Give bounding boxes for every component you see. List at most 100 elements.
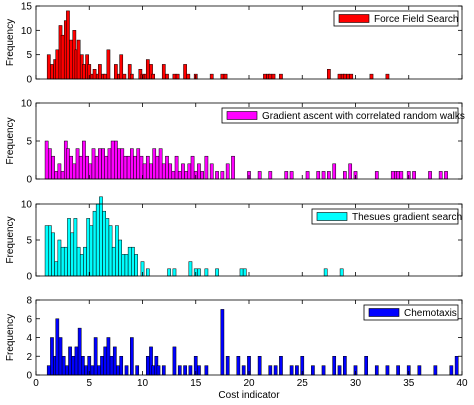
bar (183, 64, 187, 80)
y-axis-label: Frequency (5, 19, 16, 66)
bar (89, 225, 94, 277)
legend-swatch (338, 14, 370, 23)
x-tick-label: 5 (86, 378, 92, 389)
bar (127, 246, 132, 277)
legend-box (221, 107, 459, 124)
bar (119, 54, 124, 80)
bar (46, 54, 51, 80)
y-axis-label: Frequency (5, 314, 16, 361)
bar (197, 365, 201, 376)
bar (149, 163, 153, 180)
bar (46, 365, 51, 376)
bar (66, 10, 70, 80)
bar (105, 218, 110, 277)
bar (110, 140, 115, 180)
bar (109, 356, 114, 376)
bar (396, 365, 400, 376)
bar (106, 337, 111, 376)
bar (346, 73, 350, 80)
y-tick-label: 2 (26, 352, 32, 363)
x-tick-label: 15 (190, 378, 202, 389)
bar (134, 254, 138, 277)
bar (241, 365, 246, 376)
bar (168, 163, 173, 180)
bar (385, 365, 390, 376)
bar (65, 365, 69, 376)
bar (74, 346, 79, 376)
bar (220, 73, 225, 80)
bar (204, 268, 209, 277)
bar (48, 148, 52, 180)
bar (316, 171, 321, 180)
bar (327, 171, 331, 180)
bar (86, 218, 91, 277)
bar (131, 246, 135, 277)
bar (321, 365, 326, 376)
bar (332, 356, 337, 376)
bar (161, 365, 166, 376)
bar (279, 73, 283, 80)
bar (99, 196, 103, 277)
bar (60, 246, 65, 277)
bar (268, 171, 273, 180)
subplot-2: 0 5 10 Frequency Gradient ascent with correl… (5, 99, 465, 186)
bar (348, 163, 353, 180)
bar (58, 337, 63, 376)
bar (136, 148, 141, 180)
bar (343, 356, 347, 376)
bar (108, 225, 113, 277)
bar (257, 356, 262, 376)
bar (78, 155, 83, 180)
bar (151, 73, 155, 80)
bar (76, 246, 81, 277)
y-tick-label: 15 (21, 2, 33, 13)
bar (124, 254, 129, 277)
bar (69, 155, 73, 180)
bar (82, 64, 86, 80)
bar (116, 365, 120, 376)
bar (289, 365, 294, 376)
bar (123, 155, 128, 180)
bar (60, 171, 65, 180)
subplot-1: 0 5 10 15 Frequency Force Field Search (5, 2, 463, 86)
bar (239, 268, 244, 277)
bar (438, 171, 443, 180)
bar (145, 155, 150, 180)
bar (327, 69, 331, 80)
x-axis-label: Cost indicator (218, 390, 280, 401)
bar (63, 246, 68, 277)
bar (95, 203, 100, 277)
bar (101, 148, 105, 180)
bar (190, 155, 195, 180)
bar (48, 225, 52, 277)
bar (76, 39, 81, 80)
y-tick-label: 0 (26, 371, 32, 382)
bar (111, 246, 116, 277)
y-axis-label: Frequency (5, 117, 16, 164)
bar (51, 155, 55, 180)
bar (121, 254, 126, 277)
x-tick-label: 0 (33, 378, 39, 389)
bar (181, 163, 185, 180)
bar (114, 64, 118, 80)
bar (433, 365, 438, 376)
bar (106, 49, 111, 80)
bar (225, 163, 230, 180)
bar (133, 155, 137, 180)
y-tick-label: 10 (21, 99, 33, 110)
bar (215, 171, 219, 180)
legend-swatch (316, 212, 348, 221)
bar (364, 356, 368, 376)
bar (104, 155, 109, 180)
bar (175, 73, 180, 80)
bar (284, 171, 289, 180)
bar (174, 155, 179, 180)
bar (115, 225, 119, 277)
bar (279, 356, 283, 376)
bar (161, 64, 166, 80)
bar (177, 365, 182, 376)
bar (337, 365, 342, 376)
bar (57, 163, 62, 180)
bar (50, 337, 54, 376)
bar (69, 39, 73, 80)
